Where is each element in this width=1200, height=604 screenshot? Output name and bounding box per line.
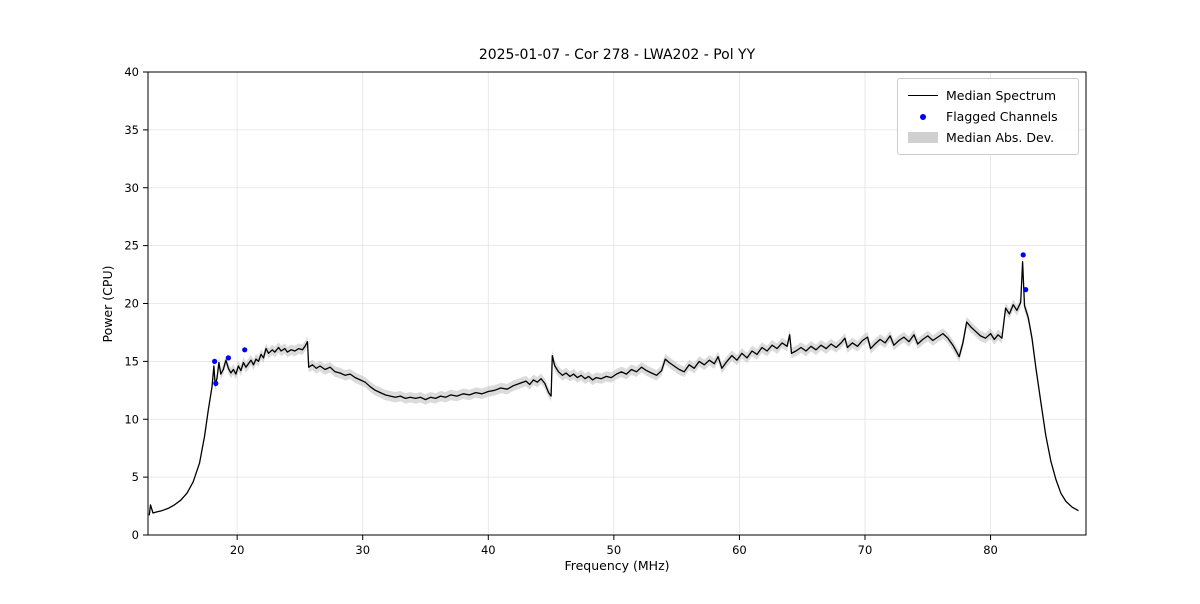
- y-tick-label: 25: [124, 239, 139, 253]
- plot-area: 20 30 40 50 60 70 80 0 5 10 15 20 25 30 35 40: [124, 65, 1087, 557]
- x-tick-label: 80: [983, 543, 998, 557]
- y-tick-label: 20: [124, 297, 139, 311]
- y-tick-label: 30: [124, 181, 139, 195]
- x-tick-label: 70: [858, 543, 873, 557]
- x-tick-label: 60: [732, 543, 747, 557]
- flagged-channel-point: [213, 380, 219, 386]
- legend-item-median-abs-dev: Median Abs. Dev.: [908, 127, 1068, 148]
- legend-item-flagged-channels: Flagged Channels: [908, 106, 1068, 127]
- legend-label-median-abs-dev: Median Abs. Dev.: [946, 130, 1055, 145]
- y-tick-label: 10: [124, 412, 139, 426]
- legend: Median Spectrum Flagged Channels Median …: [897, 78, 1079, 155]
- y-axis-label: Power (CPU): [100, 266, 115, 343]
- x-tick-label: 40: [481, 543, 496, 557]
- flagged-channel-point: [1023, 287, 1029, 293]
- y-tick-label: 0: [132, 528, 139, 542]
- y-tick-label: 35: [124, 123, 139, 137]
- chart-title: 2025-01-07 - Cor 278 - LWA202 - Pol YY: [479, 47, 756, 63]
- x-axis-label: Frequency (MHz): [564, 558, 669, 573]
- axes-frame: [147, 71, 1087, 536]
- y-tick-label: 40: [124, 65, 139, 79]
- legend-label-flagged-channels: Flagged Channels: [946, 109, 1058, 124]
- flagged-channels-dot-swatch: [908, 113, 938, 120]
- flagged-channel-point: [1020, 252, 1026, 258]
- y-tick-label: 15: [124, 354, 139, 368]
- legend-item-median-spectrum: Median Spectrum: [908, 85, 1068, 106]
- median-abs-dev-patch-swatch: [908, 132, 938, 143]
- legend-label-median-spectrum: Median Spectrum: [946, 88, 1057, 103]
- x-tick-label: 30: [355, 543, 370, 557]
- flagged-channel-point: [242, 347, 248, 353]
- y-tick-label: 5: [132, 470, 139, 484]
- median-spectrum-line: [148, 261, 1079, 516]
- x-tick-label: 50: [607, 543, 622, 557]
- median-spectrum-line-swatch: [908, 95, 938, 96]
- flagged-channel-point: [225, 355, 231, 361]
- flagged-channel-point: [212, 358, 218, 364]
- x-tick-label: 20: [230, 543, 245, 557]
